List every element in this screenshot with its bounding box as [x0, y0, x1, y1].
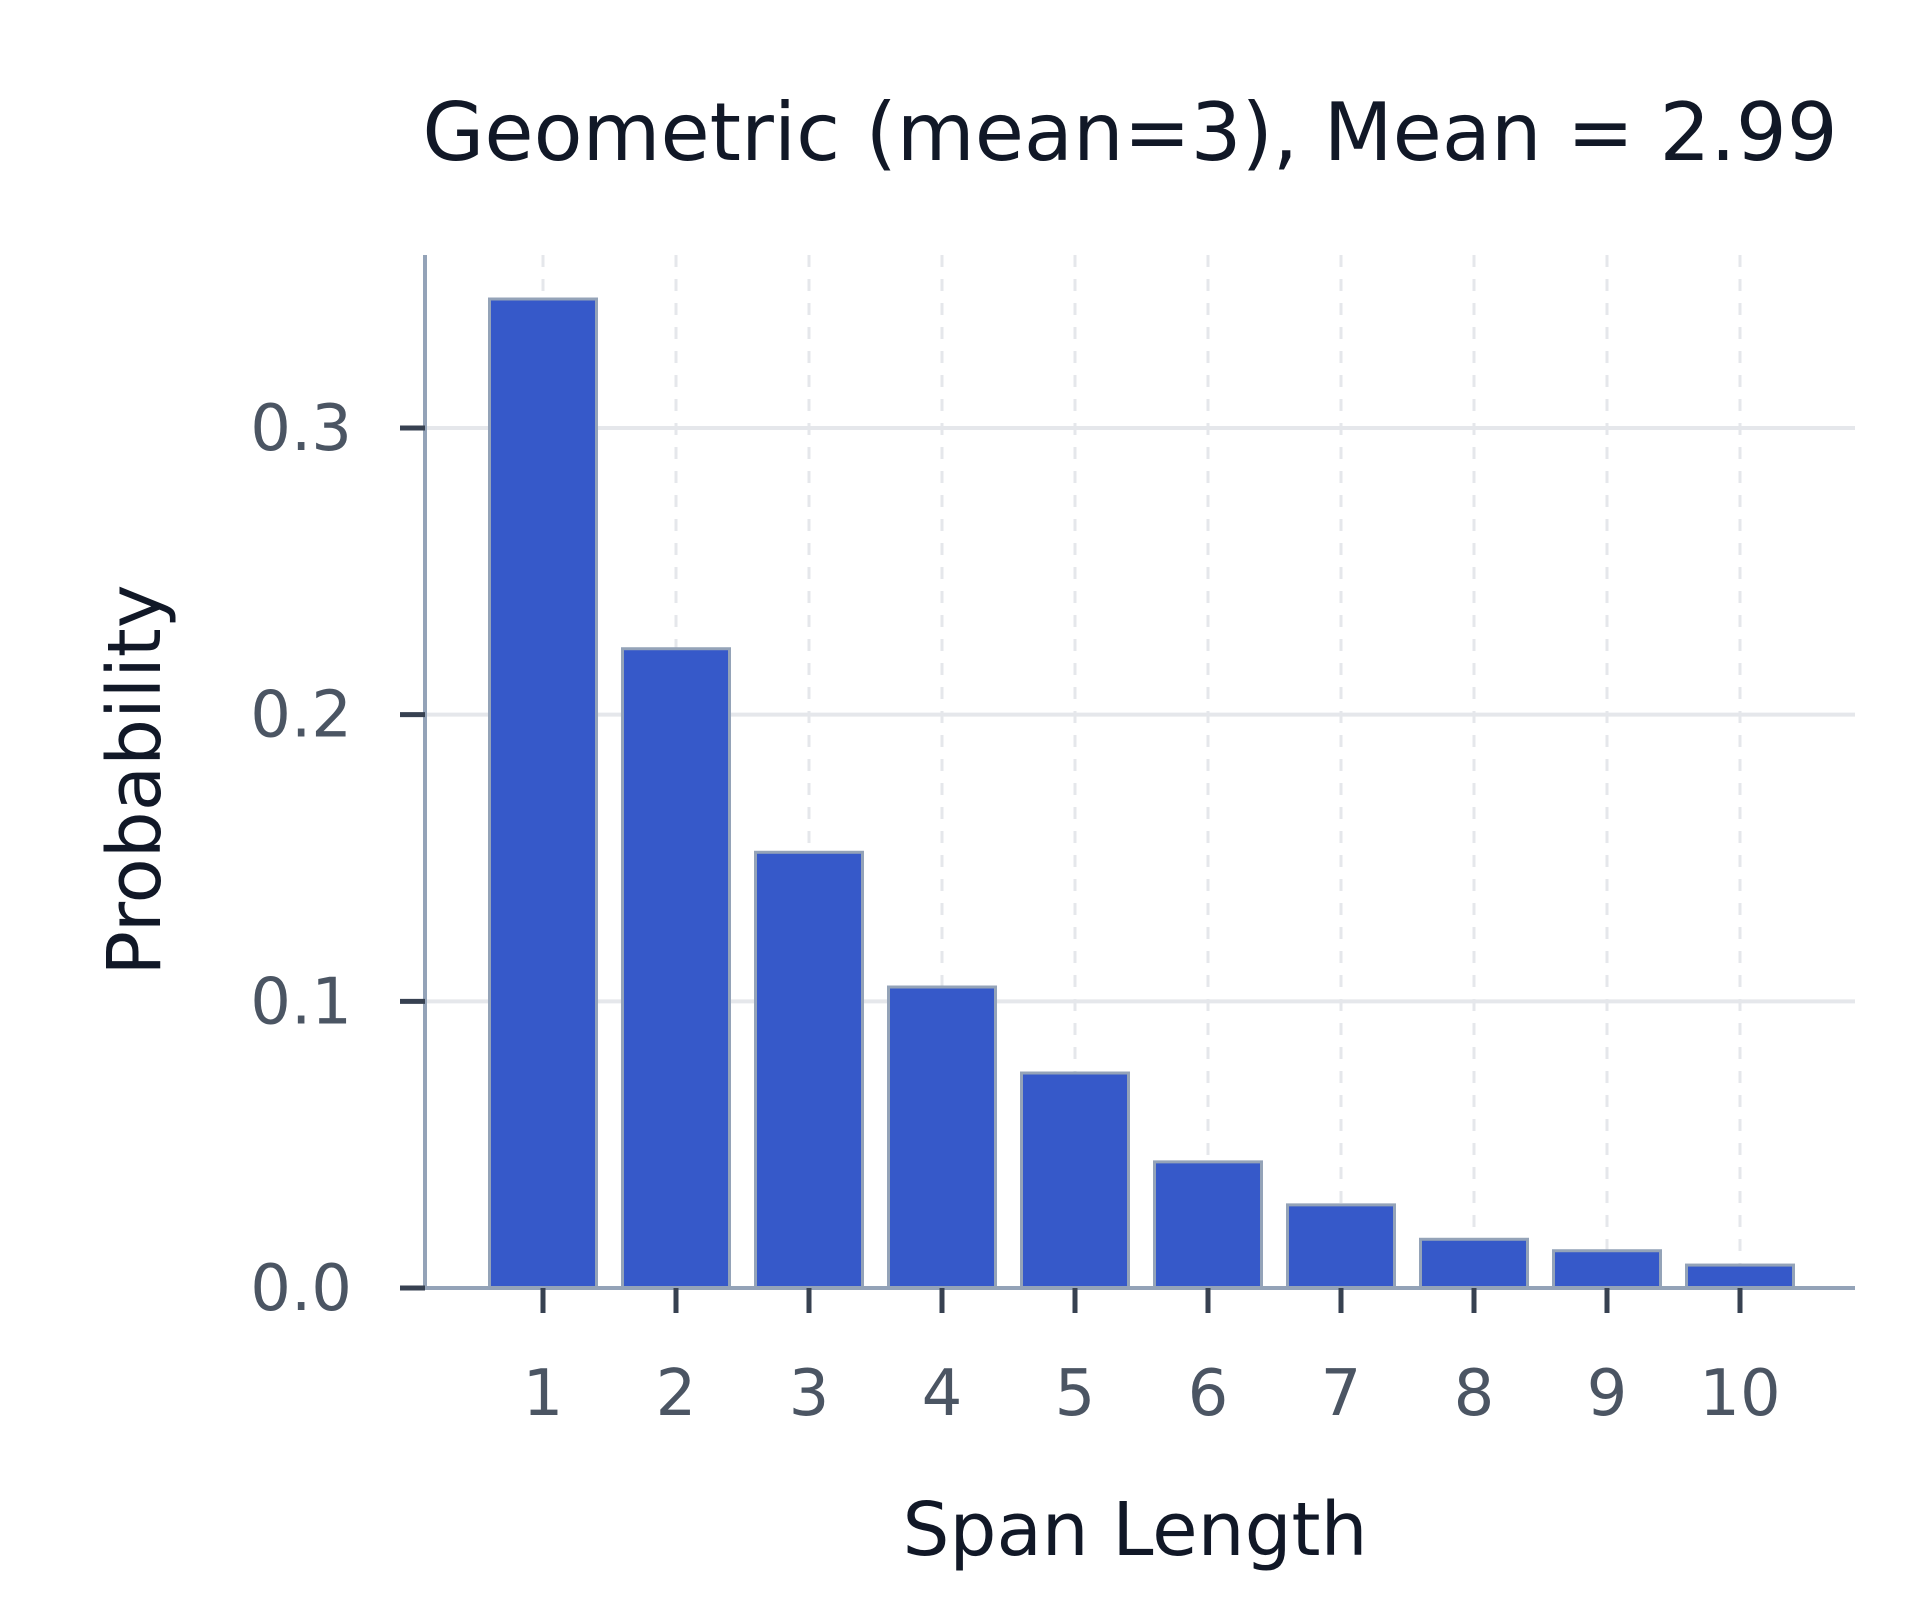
y-axis-label: Probability [92, 584, 178, 975]
bar-7 [1286, 1203, 1396, 1290]
y-tick-label-0.0: 0.0 [250, 1252, 352, 1326]
tick-labels: 1 2 3 4 5 6 7 8 9 10 0.0 0.1 0.2 0.3 [250, 392, 1781, 1431]
y-tick-label-0.2: 0.2 [250, 679, 352, 753]
x-tick-label-6: 6 [1188, 1357, 1229, 1431]
chart-title: Geometric (mean=3), Mean = 2.99 [422, 86, 1837, 179]
x-tick-label-7: 7 [1321, 1357, 1362, 1431]
x-tick-label-3: 3 [789, 1357, 830, 1431]
x-tick-label-4: 4 [922, 1357, 963, 1431]
bar-2 [621, 647, 731, 1290]
x-tick-label-8: 8 [1454, 1357, 1495, 1431]
bar-10 [1685, 1263, 1795, 1290]
x-tick-label-10: 10 [1699, 1357, 1780, 1431]
x-tick-label-1: 1 [523, 1357, 564, 1431]
bar-8 [1419, 1237, 1529, 1290]
x-axis-label: Span Length [903, 1487, 1368, 1573]
bar-3 [754, 850, 864, 1290]
bar-6 [1153, 1160, 1263, 1290]
bar-1 [488, 297, 598, 1290]
axes [400, 255, 1855, 1313]
x-tick-label-5: 5 [1055, 1357, 1096, 1431]
bar-9 [1552, 1249, 1662, 1290]
bar-5 [1020, 1071, 1130, 1290]
y-tick-label-0.1: 0.1 [250, 965, 352, 1039]
bars [488, 297, 1795, 1290]
y-tick-label-0.3: 0.3 [250, 392, 352, 466]
bar-4 [887, 985, 997, 1290]
x-tick-label-2: 2 [656, 1357, 697, 1431]
x-tick-label-9: 9 [1587, 1357, 1628, 1431]
